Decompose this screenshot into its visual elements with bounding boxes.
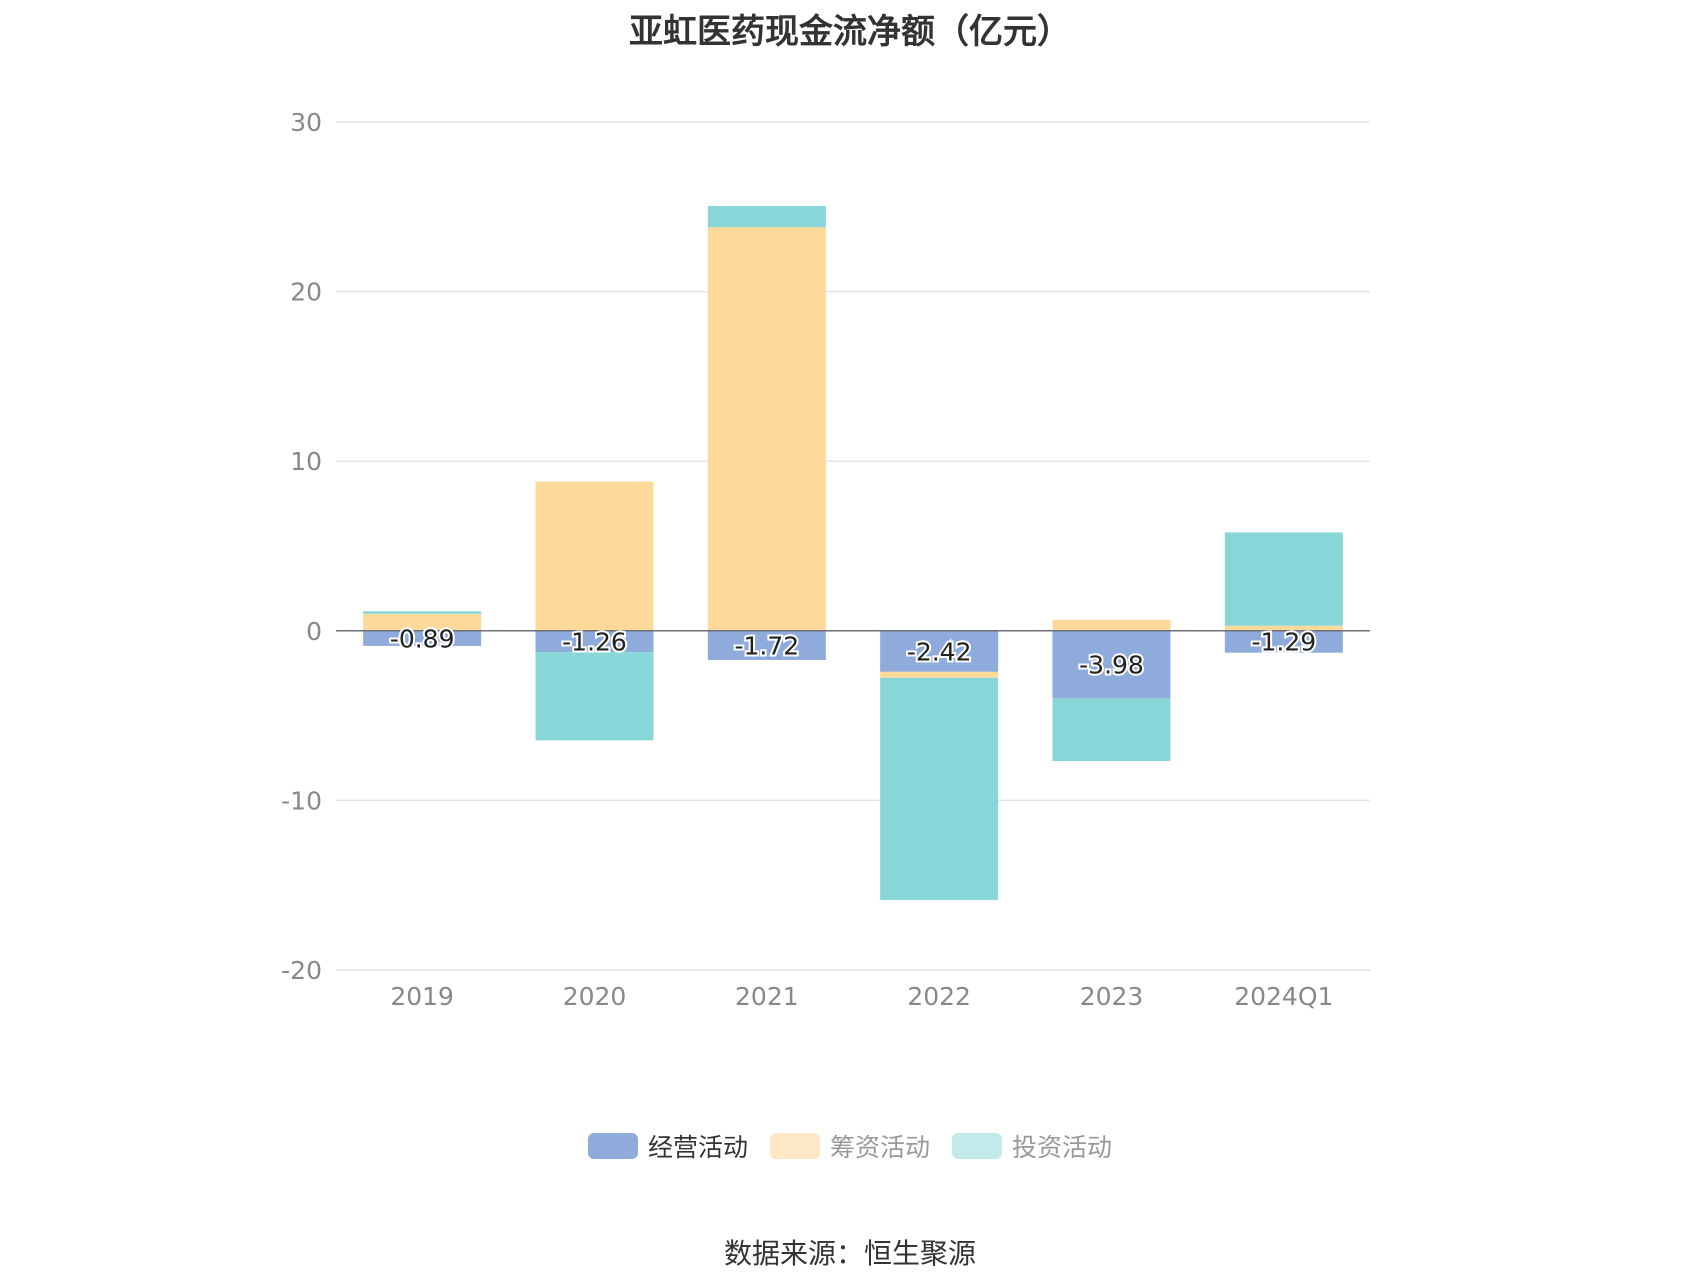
data-label: -0.89	[390, 624, 455, 653]
data-label: -1.26	[562, 627, 627, 656]
data-label: -1.29	[1251, 628, 1316, 657]
labels-layer: -0.89 -1.26 -1.72 -2.42 -3.98 -1.29	[388, 622, 1318, 681]
bar-2024Q1-series-0	[1224, 630, 1343, 653]
y-tick-label: 0	[306, 617, 322, 646]
bar-2021-series-2	[707, 205, 826, 228]
bar-2021-series-1	[707, 227, 826, 631]
bar-2021-series-0	[707, 630, 826, 660]
x-tick-label: 2019	[390, 982, 454, 1011]
data-source: 数据来源：恒生聚源	[723, 1237, 976, 1270]
y-tick-label: 10	[290, 447, 322, 476]
y-tick-label: -10	[281, 786, 322, 815]
x-tick-label: 2023	[1080, 982, 1144, 1011]
legend: 经营活动 筹资活动 投资活动	[0, 1128, 1700, 1164]
data-label: -1.72	[734, 631, 799, 660]
axis-layer: 30 20 10 0 -10 -20 2019 2020 2021 2022 2023 2024Q1	[281, 108, 1370, 1011]
legend-item[interactable]: 经营活动	[587, 1128, 748, 1164]
legend-item[interactable]: 筹资活动	[769, 1128, 930, 1164]
legend-item[interactable]: 投资活动	[952, 1128, 1112, 1164]
bar-2022-series-1	[880, 671, 999, 678]
y-tick-label: 30	[290, 108, 322, 137]
data-label: -2.42	[907, 637, 972, 666]
x-tick-label: 2021	[735, 982, 799, 1011]
bar-2024Q1-series-2	[1224, 532, 1343, 626]
y-tick-label: -20	[281, 956, 322, 985]
bar-2022-series-0	[880, 630, 999, 672]
x-tick-label: 2020	[563, 982, 627, 1011]
legend-swatch	[952, 1133, 1002, 1159]
bar-2019-series-1	[363, 613, 482, 631]
bar-2020-series-1	[535, 481, 654, 631]
bar-2023-series-2	[1052, 698, 1171, 762]
legend-label: 筹资活动	[829, 1133, 930, 1162]
bar-2024Q1-series-1	[1224, 625, 1343, 631]
legend-label: 投资活动	[1012, 1133, 1113, 1162]
legend-swatch	[769, 1133, 820, 1159]
bar-2023-series-0	[1052, 630, 1171, 699]
x-tick-label: 2024Q1	[1234, 982, 1333, 1011]
bar-2020-series-2	[535, 652, 654, 741]
y-tick-label: 20	[290, 278, 322, 307]
x-tick-label: 2022	[907, 982, 971, 1011]
data-label: -3.98	[1079, 651, 1144, 680]
bar-2023-series-1	[1052, 619, 1171, 631]
bars-layer	[363, 205, 1343, 900]
legend-label: 经营活动	[647, 1133, 748, 1162]
bar-2022-series-2	[880, 677, 999, 900]
bar-2019-series-2	[363, 611, 482, 614]
bar-2020-series-0	[535, 630, 654, 653]
chart-title: 亚虹医药现金流净额（亿元）	[629, 12, 1071, 52]
legend-swatch	[587, 1133, 638, 1159]
grid-layer	[336, 121, 1370, 971]
bar-2019-series-0	[363, 630, 482, 646]
